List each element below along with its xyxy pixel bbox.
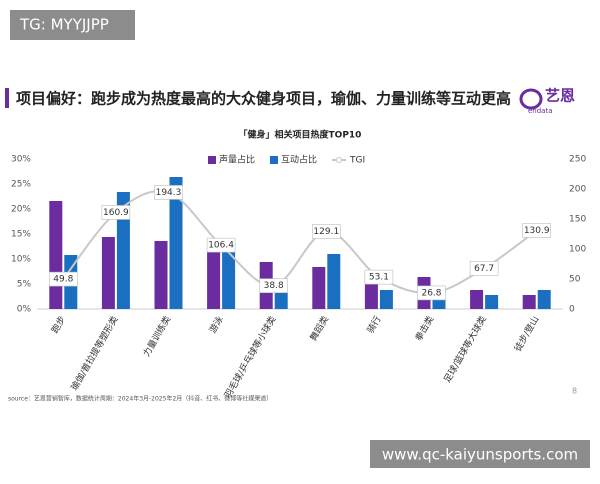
data-label: 129.1 — [313, 227, 339, 237]
legend-swatch — [208, 156, 216, 164]
bar — [49, 201, 63, 309]
bar — [537, 290, 551, 309]
bar — [522, 295, 536, 309]
y2-tick-label: 150 — [569, 215, 586, 225]
data-label: 194.3 — [156, 188, 182, 198]
bar — [222, 252, 236, 309]
data-label: 160.9 — [103, 208, 129, 218]
title-accent — [5, 88, 9, 108]
data-label-box — [364, 269, 394, 285]
y-tick-label: 25% — [11, 180, 31, 190]
logo-mark — [519, 88, 543, 110]
data-label: 38.8 — [264, 281, 284, 291]
y-tick-label: 5% — [17, 280, 32, 290]
data-label-box — [206, 237, 236, 253]
data-label-box — [311, 224, 341, 239]
site-box — [370, 440, 590, 468]
data-label: 106.4 — [208, 241, 234, 251]
y-tick-label: 0% — [17, 305, 32, 315]
data-label: 49.8 — [53, 275, 73, 285]
y2-tick-label: 50 — [569, 275, 581, 285]
bar — [116, 192, 130, 309]
chart-title: 「健身」相关项目热度TOP10 — [239, 129, 362, 141]
bar — [207, 250, 221, 309]
data-label: 26.8 — [421, 288, 441, 298]
bar — [154, 241, 168, 309]
bar — [379, 290, 393, 309]
legend-label: TGI — [349, 156, 365, 166]
bar — [485, 295, 499, 309]
bar — [274, 291, 288, 309]
bar — [327, 254, 341, 309]
legend-marker — [336, 157, 342, 163]
bar — [101, 237, 115, 309]
data-label-box — [101, 205, 131, 220]
data-label-box — [469, 261, 499, 276]
y2-tick-label: 100 — [569, 245, 586, 255]
logo-sub: endata — [528, 107, 553, 115]
tgi-line — [62, 190, 538, 295]
y-tick-label: 10% — [11, 255, 31, 265]
source: source：艺恩营销智库，数据统计周期：2024年3月-2025年2月（抖音、… — [8, 395, 272, 403]
page-title: 项目偏好：跑步成为热度最高的大众健身项目，瑜伽、力量训练等互动更高 — [16, 90, 511, 108]
data-label-box — [417, 285, 446, 301]
bar — [432, 300, 446, 309]
legend-label: 互动占比 — [281, 154, 317, 166]
y2-tick-label: 0 — [569, 305, 575, 315]
bar — [312, 267, 326, 309]
page-number: 8 — [572, 387, 577, 396]
site: www.qc-kaiyunsports.com — [382, 446, 578, 464]
bar — [169, 177, 183, 309]
legend-swatch — [270, 156, 278, 164]
data-label-box — [522, 223, 552, 238]
data-label: 130.9 — [524, 226, 550, 236]
data-label: 67.7 — [474, 264, 494, 274]
logo: 艺恩 — [545, 87, 575, 105]
data-label: 53.1 — [369, 273, 389, 283]
watermark-box — [10, 10, 135, 40]
y-tick-label: 15% — [11, 230, 31, 240]
legend-label: 声量占比 — [219, 154, 255, 166]
watermark: TG: MYYJJPP — [19, 16, 109, 34]
data-label-box — [48, 271, 78, 287]
y-tick-label: 30% — [11, 155, 31, 165]
y-tick-label: 20% — [11, 205, 31, 215]
data-label-box — [154, 185, 183, 200]
y2-tick-label: 250 — [569, 155, 586, 165]
y2-tick-label: 200 — [569, 185, 586, 195]
data-label-box — [259, 278, 289, 294]
bar — [470, 290, 484, 309]
